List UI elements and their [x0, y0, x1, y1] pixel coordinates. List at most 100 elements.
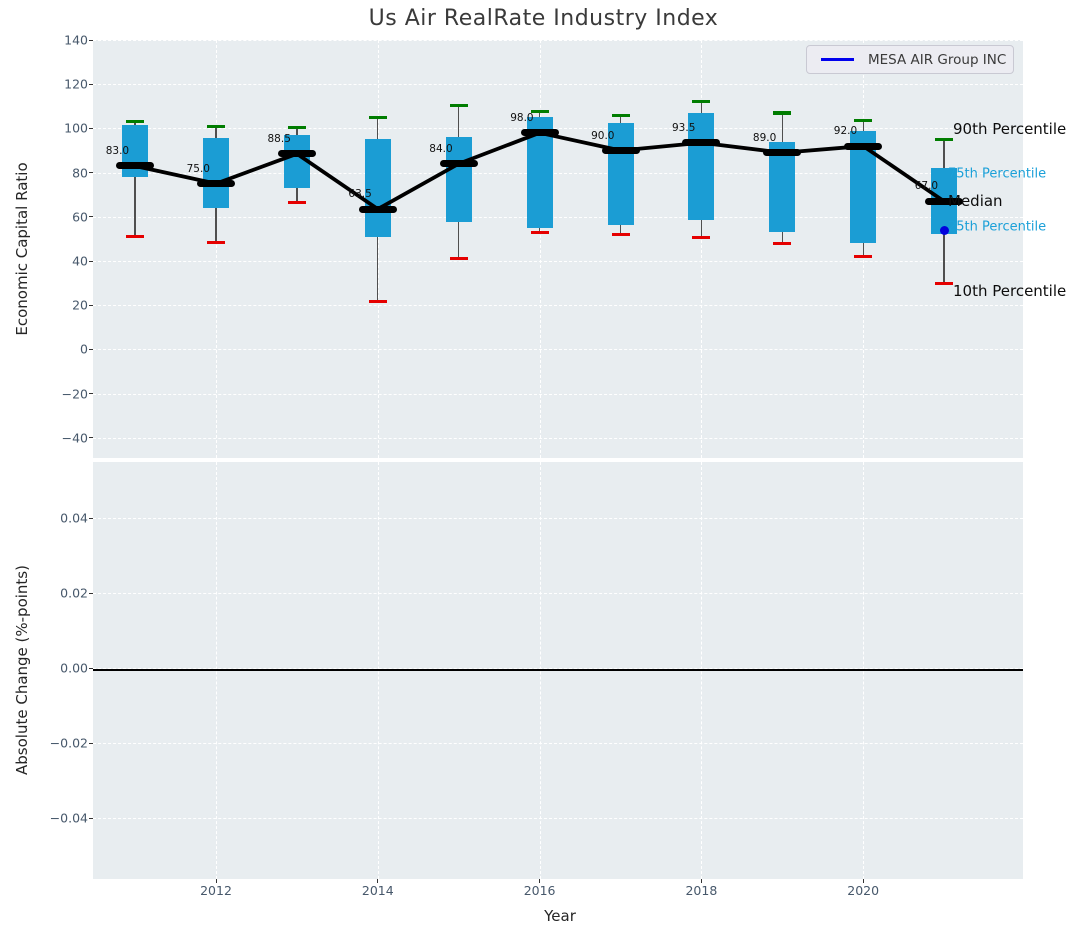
median-marker — [601, 147, 640, 154]
y-tick-mark — [89, 348, 93, 350]
gridline-horizontal — [93, 349, 1023, 351]
box-p10-cap — [611, 232, 630, 237]
box-p10-cap — [530, 230, 549, 234]
y-tick-mark — [89, 742, 93, 744]
median-marker — [844, 142, 883, 150]
x-tick-label: 2014 — [361, 883, 394, 898]
y-tick-label: 40 — [72, 253, 88, 269]
percentile-annotation: 25th Percentile — [948, 219, 1047, 235]
median-value-label: 63.5 — [348, 188, 372, 201]
y-tick-mark — [89, 304, 93, 306]
x-tick-mark — [377, 879, 379, 883]
x-axis-label: Year — [544, 907, 576, 925]
median-trend-line — [133, 130, 946, 211]
y-tick-mark — [89, 216, 93, 218]
median-marker — [925, 197, 964, 205]
y-tick-label: 0.00 — [60, 660, 88, 676]
y-tick-mark — [89, 592, 93, 594]
y-tick-label: 100 — [64, 120, 88, 136]
top-plot-area: 83.0 75.0 88.5 63.5 84.0 98.0 90.0 93.5 89.0 92.0… — [93, 40, 1023, 458]
y-tick-label: 0.02 — [60, 585, 88, 601]
median-value-label: 90.0 — [591, 129, 615, 142]
percentile-annotation: 90th Percentile — [953, 120, 1067, 139]
y-tick-mark — [89, 437, 93, 439]
median-marker — [197, 180, 235, 188]
box-p10-cap — [692, 236, 711, 240]
y-tick-label: 120 — [64, 76, 88, 92]
box-p90-cap — [935, 137, 954, 142]
median-value-label: 67.0 — [914, 180, 939, 193]
legend-line-sample — [821, 58, 854, 61]
y-tick-label: 140 — [64, 32, 88, 48]
x-tick-label: 2016 — [523, 883, 556, 898]
gridline-horizontal — [93, 818, 1023, 819]
median-value-label: 89.0 — [752, 131, 777, 144]
box-p10-cap — [207, 240, 225, 244]
bottom-plot-area — [93, 462, 1023, 879]
y-tick-mark — [89, 517, 93, 519]
median-marker — [439, 160, 478, 168]
box-p90-cap — [773, 111, 792, 115]
box-p90-cap — [126, 120, 145, 124]
box-p10-cap — [854, 254, 873, 259]
zero-baseline — [93, 669, 1023, 671]
median-value-label: 84.0 — [429, 142, 453, 155]
y-tick-label: 80 — [72, 165, 88, 181]
x-tick-label: 2012 — [200, 883, 232, 898]
median-marker — [682, 139, 721, 147]
median-marker — [763, 149, 802, 157]
y-tick-mark — [89, 260, 93, 262]
box-p10-cap — [368, 300, 387, 304]
y-tick-label: 0.04 — [60, 510, 88, 526]
y-tick-mark — [89, 172, 93, 174]
y-tick-label: −0.02 — [49, 735, 88, 751]
box-p10-cap — [126, 235, 145, 239]
gridline-horizontal — [93, 593, 1023, 594]
box-p10-cap — [287, 200, 306, 205]
x-tick-mark — [700, 879, 702, 883]
median-value-label: 88.5 — [267, 132, 291, 145]
box-p10-cap — [935, 281, 954, 285]
y-tick-mark — [89, 127, 93, 129]
median-value-label: 98.0 — [510, 111, 534, 124]
gridline-horizontal — [93, 437, 1023, 439]
median-value-label: 75.0 — [186, 162, 210, 175]
company-point — [939, 225, 949, 235]
box-p90-cap — [207, 124, 225, 128]
box-p90-cap — [287, 125, 306, 129]
percentile-annotation: 10th Percentile — [953, 282, 1067, 301]
x-tick-label: 2020 — [847, 883, 880, 898]
median-marker — [358, 205, 397, 213]
y-tick-label: −0.04 — [49, 810, 88, 826]
y-tick-mark — [89, 393, 93, 395]
x-tick-mark — [539, 879, 541, 883]
y-tick-mark — [89, 667, 93, 669]
box-p10-cap — [773, 241, 792, 245]
gridline-horizontal — [93, 518, 1023, 519]
y-tick-label: 60 — [72, 209, 88, 225]
y-tick-mark — [89, 39, 93, 41]
median-value-label: 92.0 — [833, 125, 858, 138]
x-tick-mark — [215, 879, 217, 883]
gridline-horizontal — [93, 668, 1023, 669]
gridline-vertical — [216, 40, 217, 458]
median-marker — [277, 150, 316, 158]
median-value-label: 93.5 — [672, 121, 696, 134]
gridline-horizontal — [93, 40, 1023, 41]
y-tick-label: 20 — [72, 297, 88, 313]
y-tick-mark — [89, 83, 93, 85]
percentile-annotation: 75th Percentile — [948, 166, 1047, 182]
legend-label: MESA AIR Group INC — [868, 51, 1007, 68]
y-tick-label: −40 — [61, 430, 88, 446]
median-marker — [520, 129, 559, 137]
y-tick-label: 0 — [80, 341, 88, 357]
legend: MESA AIR Group INC — [806, 45, 1014, 74]
box-p90-cap — [530, 110, 549, 114]
y-tick-mark — [89, 817, 93, 819]
chart-title: Us Air RealRate Industry Index — [368, 6, 719, 31]
gridline-vertical — [701, 40, 703, 458]
box-p90-cap — [368, 115, 387, 119]
percentile-annotation: Median — [948, 192, 1003, 211]
gridline-horizontal — [93, 84, 1023, 86]
